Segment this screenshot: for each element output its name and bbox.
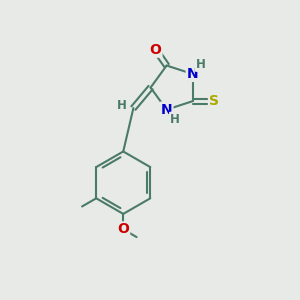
Text: O: O: [117, 222, 129, 236]
Text: H: H: [196, 58, 206, 71]
Text: S: S: [209, 94, 219, 108]
Text: H: H: [117, 99, 127, 112]
Text: N: N: [187, 67, 198, 81]
Text: H: H: [170, 112, 180, 126]
Text: O: O: [150, 43, 161, 57]
Text: N: N: [161, 103, 172, 117]
